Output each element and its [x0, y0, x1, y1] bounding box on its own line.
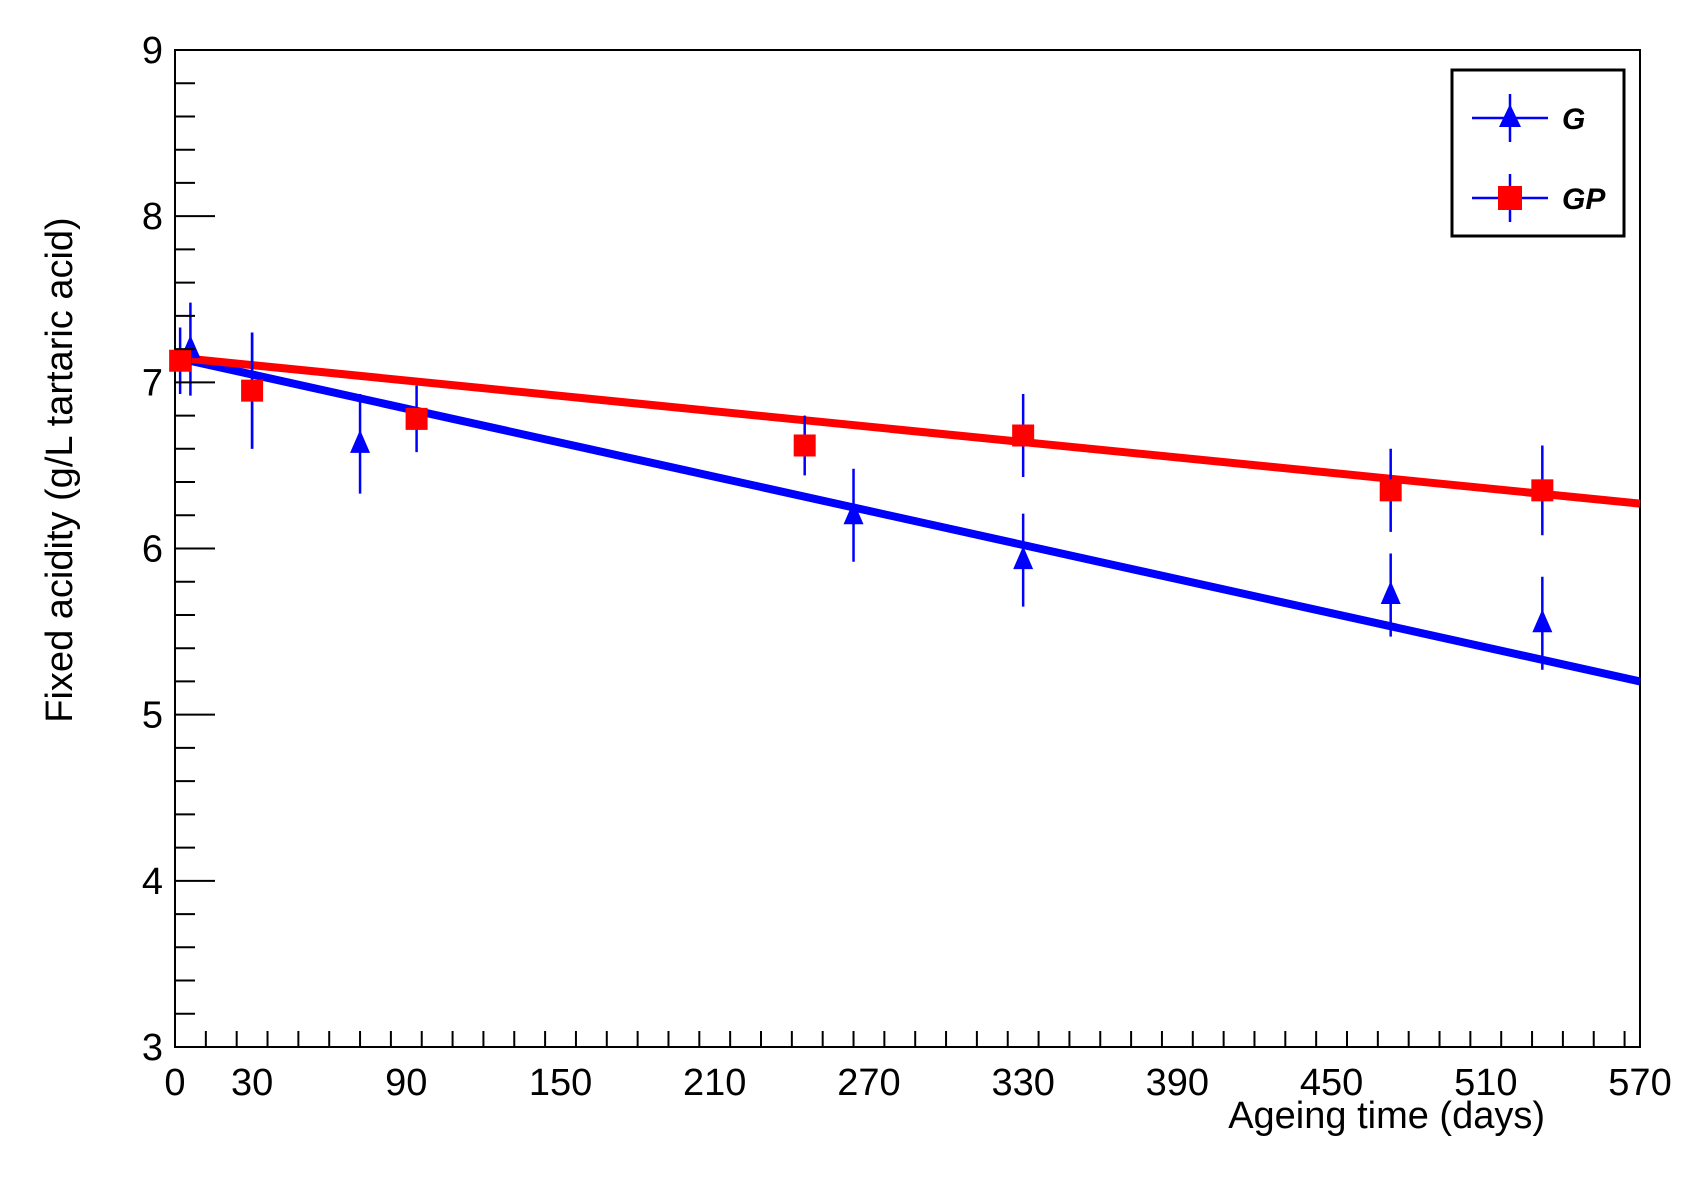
x-tick-label: 570 — [1608, 1062, 1671, 1104]
data-point-gp — [169, 349, 192, 372]
x-tick-label: 390 — [1146, 1062, 1209, 1104]
x-tick-label: 210 — [683, 1062, 746, 1104]
x-tick-label: 330 — [991, 1062, 1054, 1104]
x-tick-label: 450 — [1300, 1062, 1363, 1104]
y-tick-label: 9 — [142, 30, 163, 72]
y-tick-label: 5 — [142, 695, 163, 737]
data-point-g — [1380, 581, 1401, 605]
x-tick-label: 90 — [385, 1062, 427, 1104]
x-tick-label: 270 — [837, 1062, 900, 1104]
fit-lines — [174, 353, 1641, 686]
legend-box — [1450, 68, 1626, 238]
x-tick-label: 30 — [231, 1062, 273, 1104]
x-axis-title: Ageing time (days) — [1228, 1095, 1545, 1137]
axis-ticks — [174, 49, 1626, 1048]
data-point-gp — [793, 434, 816, 457]
x-tick-label: 150 — [529, 1062, 592, 1104]
legend-marker-g — [1499, 104, 1521, 127]
y-tick-label: 6 — [142, 529, 163, 571]
plot-frame — [174, 49, 1641, 1048]
legend: G GP — [1450, 68, 1626, 238]
y-axis-title: Fixed acidity (g/L tartaric acid) — [39, 217, 81, 722]
y-tick-label: 8 — [142, 196, 163, 238]
data-point-g — [843, 501, 864, 525]
data-point-gp — [1531, 479, 1554, 502]
data-point-gp — [1379, 479, 1402, 502]
x-tick-label: 510 — [1454, 1062, 1517, 1104]
data-point-g — [1532, 609, 1553, 633]
data-point-g — [1013, 546, 1034, 570]
legend-label-g: G — [1562, 103, 1585, 136]
x-tick-label: 0 — [164, 1062, 185, 1104]
y-tick-label: 4 — [142, 861, 163, 903]
y-tick-label: 7 — [142, 362, 163, 404]
data-point-g — [350, 429, 371, 453]
y-tick-label: 3 — [142, 1027, 163, 1069]
legend-marker-gp — [1498, 186, 1522, 210]
legend-label-gp: GP — [1562, 183, 1606, 216]
fit-line-g — [174, 353, 1641, 686]
fit-line-gp — [174, 353, 1641, 508]
data-markers — [169, 335, 1554, 633]
plot-area — [174, 49, 1641, 1048]
data-point-gp — [405, 407, 428, 430]
data-point-gp — [1012, 424, 1035, 447]
data-point-gp — [241, 379, 264, 402]
